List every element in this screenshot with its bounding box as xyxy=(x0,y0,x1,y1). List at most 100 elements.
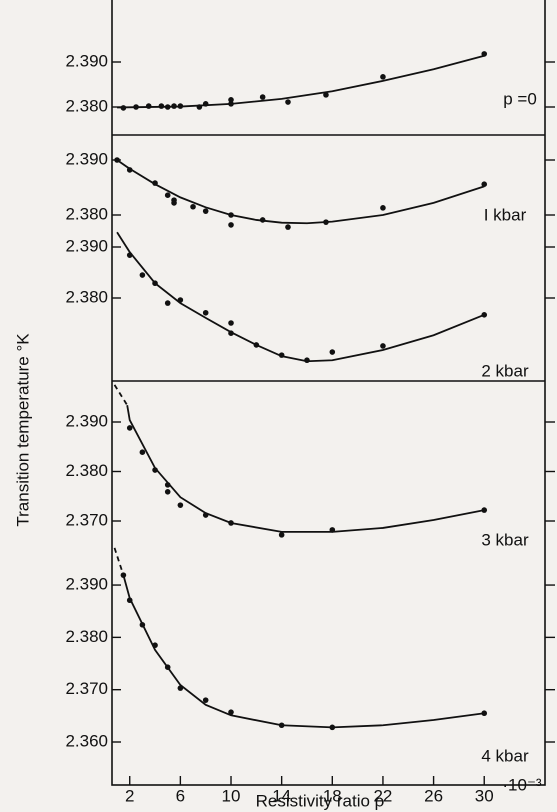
x-tick-label: 14 xyxy=(272,786,291,805)
data-point xyxy=(285,224,291,230)
data-point xyxy=(278,722,285,729)
data-point xyxy=(120,572,127,578)
data-point xyxy=(304,357,310,364)
data-point xyxy=(158,103,165,109)
data-point xyxy=(152,180,158,186)
y-tick-label: 2.380 xyxy=(65,627,108,646)
x-tick-label: 30 xyxy=(475,786,494,805)
data-point xyxy=(259,217,266,223)
data-point xyxy=(380,205,386,211)
data-point xyxy=(329,724,336,731)
data-point xyxy=(139,272,146,278)
fit-curve xyxy=(126,405,485,533)
x-tick-label: 18 xyxy=(323,786,342,805)
extrapolation-curve xyxy=(113,547,125,576)
fit-curve xyxy=(116,231,485,363)
y-tick-label: 2.390 xyxy=(65,411,108,430)
data-point xyxy=(164,104,171,110)
data-point xyxy=(139,449,146,455)
y-axis-label: Transition temperature °K xyxy=(13,333,32,527)
data-point xyxy=(133,104,139,110)
data-point xyxy=(329,349,336,355)
data-point xyxy=(278,532,285,538)
data-point xyxy=(126,597,133,604)
data-point xyxy=(202,697,209,703)
data-point xyxy=(259,94,266,100)
x-tick-label: 10 xyxy=(222,786,241,805)
x-tick-label: 2 xyxy=(125,786,134,805)
data-point xyxy=(120,105,127,111)
data-point xyxy=(228,330,234,336)
data-point xyxy=(323,92,329,98)
y-tick-label: 2.380 xyxy=(65,287,108,306)
data-point xyxy=(481,51,488,57)
data-point xyxy=(228,97,234,103)
data-point xyxy=(164,192,171,198)
data-point xyxy=(253,342,260,348)
fit-curve xyxy=(117,54,485,109)
data-point xyxy=(114,157,120,163)
data-point xyxy=(171,200,177,206)
y-tick-label: 2.390 xyxy=(65,236,108,255)
data-point xyxy=(152,280,158,287)
data-point xyxy=(145,103,152,109)
data-point xyxy=(152,467,158,473)
y-tick-label: 2.370 xyxy=(65,510,108,529)
data-point xyxy=(481,507,488,513)
y-tick-label: 2.360 xyxy=(65,731,108,750)
data-point xyxy=(164,664,171,670)
fit-curve xyxy=(116,159,485,225)
data-point xyxy=(202,101,209,107)
data-point xyxy=(481,710,488,717)
plot-frame xyxy=(111,0,546,786)
data-point xyxy=(228,709,234,715)
data-point xyxy=(177,685,184,691)
x-tick-label: 26 xyxy=(424,786,443,805)
x-axis-label: Resistivity ratio ρ xyxy=(256,791,385,810)
x-tick-label: 22 xyxy=(373,786,392,805)
y-tick-label: 2.380 xyxy=(65,461,108,480)
data-point xyxy=(228,320,234,326)
data-point xyxy=(481,181,488,187)
data-point xyxy=(126,167,133,173)
data-point xyxy=(164,300,171,306)
data-point xyxy=(285,99,291,105)
curve-label: 2 kbar xyxy=(481,361,529,380)
data-point xyxy=(380,343,386,349)
data-point xyxy=(228,520,234,526)
curve-label: p =0 xyxy=(503,89,537,108)
data-point xyxy=(126,252,133,258)
data-point xyxy=(190,203,196,210)
data-point xyxy=(177,297,184,303)
extrapolation-curve xyxy=(113,384,128,406)
data-point xyxy=(202,309,209,316)
data-point xyxy=(164,488,171,495)
data-point xyxy=(164,482,171,488)
data-point xyxy=(380,74,386,80)
x-tick-label: 6 xyxy=(176,786,185,805)
data-point xyxy=(177,502,184,508)
data-point xyxy=(202,512,209,518)
data-point xyxy=(329,527,336,533)
data-point xyxy=(171,103,177,109)
data-point xyxy=(126,425,133,431)
data-point xyxy=(228,101,234,107)
data-point xyxy=(139,622,146,628)
fit-curve xyxy=(122,574,485,729)
data-point xyxy=(196,104,203,110)
y-tick-label: 2.390 xyxy=(65,575,108,594)
y-tick-label: 2.390 xyxy=(65,51,108,70)
data-point xyxy=(323,219,329,225)
data-point xyxy=(202,208,209,214)
data-point xyxy=(177,103,184,109)
x-unit-label: ·10⁻³ xyxy=(502,775,542,794)
y-tick-label: 2.380 xyxy=(65,204,108,223)
curve-label: I kbar xyxy=(484,205,527,224)
y-tick-label: 2.370 xyxy=(65,679,108,698)
data-point xyxy=(278,352,285,358)
data-point xyxy=(228,212,234,218)
curve-label: 3 kbar xyxy=(481,530,529,549)
y-tick-label: 2.390 xyxy=(65,149,108,168)
